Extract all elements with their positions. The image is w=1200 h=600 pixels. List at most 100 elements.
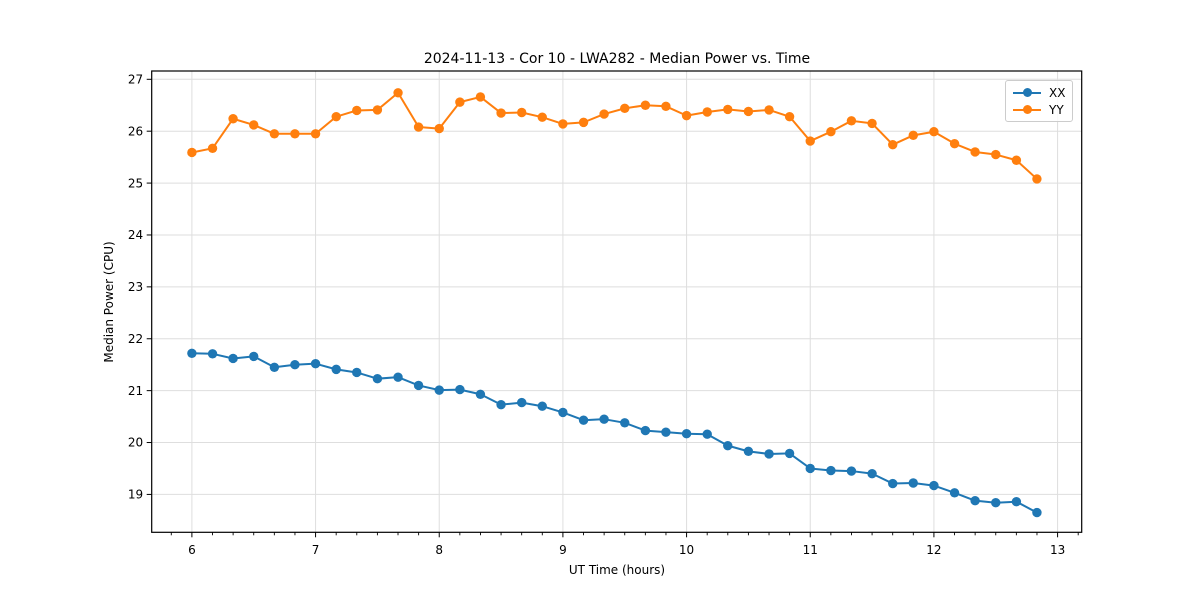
data-point-yy bbox=[496, 108, 506, 118]
data-point-yy bbox=[867, 118, 877, 129]
data-point-yy bbox=[269, 129, 280, 139]
data-point-yy bbox=[743, 106, 754, 117]
data-point-yy bbox=[352, 105, 362, 116]
x-tick-label: 12 bbox=[926, 543, 941, 557]
legend: XX YY bbox=[1005, 80, 1073, 122]
data-point-xx bbox=[867, 468, 877, 479]
legend-sample-yy-icon bbox=[1013, 104, 1041, 115]
data-point-yy bbox=[455, 97, 465, 107]
legend-item-xx: XX bbox=[1013, 85, 1066, 100]
data-point-xx bbox=[743, 446, 754, 457]
data-point-yy bbox=[846, 116, 857, 126]
data-point-xx bbox=[269, 362, 280, 372]
data-point-xx bbox=[496, 399, 506, 410]
data-point-xx bbox=[949, 488, 960, 498]
data-point-xx bbox=[661, 427, 671, 437]
x-axis-label: UT Time (hours) bbox=[568, 563, 666, 577]
data-point-yy bbox=[599, 109, 609, 119]
data-point-yy bbox=[702, 107, 712, 117]
data-point-xx bbox=[1011, 496, 1022, 507]
y-tick-label: 19 bbox=[128, 488, 143, 502]
y-axis-label: Median Power (CPU) bbox=[102, 241, 116, 363]
data-point-xx bbox=[310, 358, 321, 369]
data-point-yy bbox=[640, 100, 651, 110]
data-point-xx bbox=[228, 353, 238, 364]
legend-label-yy: YY bbox=[1049, 102, 1064, 117]
y-tick-label: 27 bbox=[128, 73, 143, 87]
data-point-xx bbox=[331, 364, 341, 375]
y-tick-label: 23 bbox=[128, 280, 143, 294]
data-point-yy bbox=[310, 129, 321, 139]
data-point-yy bbox=[970, 147, 980, 157]
data-point-xx bbox=[187, 348, 197, 358]
data-point-xx bbox=[640, 425, 651, 436]
data-point-xx bbox=[352, 367, 362, 378]
data-point-yy bbox=[1011, 155, 1022, 165]
data-point-yy bbox=[764, 105, 774, 115]
data-point-yy bbox=[661, 101, 671, 111]
data-point-yy bbox=[207, 143, 218, 154]
data-point-xx bbox=[888, 478, 898, 489]
data-point-xx bbox=[620, 418, 630, 428]
data-point-xx bbox=[372, 374, 383, 384]
data-point-xx bbox=[681, 429, 692, 439]
chart-title: 2024-11-13 - Cor 10 - LWA282 - Median Po… bbox=[423, 51, 811, 67]
data-point-yy bbox=[784, 111, 795, 122]
data-point-xx bbox=[805, 463, 815, 474]
x-tick-label: 6 bbox=[188, 543, 196, 557]
x-tick-label: 8 bbox=[435, 543, 443, 557]
data-point-yy bbox=[475, 92, 486, 102]
data-point-yy bbox=[1032, 174, 1042, 184]
data-point-yy bbox=[434, 123, 444, 134]
data-point-xx bbox=[578, 415, 589, 425]
data-point-xx bbox=[846, 466, 857, 476]
data-point-xx bbox=[290, 360, 300, 370]
data-point-yy bbox=[578, 117, 589, 128]
x-tick-label: 10 bbox=[679, 543, 694, 557]
data-point-xx bbox=[991, 498, 1001, 508]
x-tick-label: 7 bbox=[312, 543, 320, 557]
x-tick-label: 13 bbox=[1050, 543, 1065, 557]
data-point-yy bbox=[249, 120, 259, 130]
plot-border bbox=[151, 70, 1083, 533]
data-point-xx bbox=[764, 449, 774, 459]
data-point-xx bbox=[784, 448, 795, 459]
data-point-yy bbox=[290, 129, 300, 139]
data-point-xx bbox=[207, 349, 218, 359]
data-point-yy bbox=[393, 88, 403, 98]
y-tick-label: 21 bbox=[128, 384, 143, 398]
data-point-yy bbox=[187, 147, 197, 158]
data-point-xx bbox=[393, 372, 403, 382]
data-point-yy bbox=[413, 122, 424, 132]
data-point-xx bbox=[929, 480, 939, 491]
data-point-yy bbox=[681, 110, 692, 121]
data-point-xx bbox=[413, 380, 424, 391]
data-point-yy bbox=[517, 107, 527, 118]
data-point-xx bbox=[558, 407, 568, 418]
data-point-xx bbox=[537, 401, 547, 411]
data-point-xx bbox=[249, 351, 259, 362]
data-point-yy bbox=[537, 112, 547, 122]
data-point-xx bbox=[1032, 507, 1042, 518]
legend-item-yy: YY bbox=[1013, 102, 1066, 117]
data-point-yy bbox=[991, 149, 1001, 160]
data-point-xx bbox=[970, 495, 980, 506]
data-point-xx bbox=[455, 384, 465, 395]
data-point-yy bbox=[826, 127, 836, 137]
data-point-yy bbox=[331, 111, 341, 122]
data-point-xx bbox=[702, 429, 712, 439]
data-point-yy bbox=[228, 114, 238, 124]
data-point-yy bbox=[723, 104, 733, 115]
data-point-yy bbox=[929, 127, 939, 137]
y-tick-label: 24 bbox=[128, 228, 143, 242]
y-tick-label: 26 bbox=[128, 124, 143, 138]
y-tick-label: 25 bbox=[128, 176, 143, 190]
data-point-xx bbox=[475, 389, 486, 399]
legend-label-xx: XX bbox=[1049, 85, 1066, 100]
data-point-yy bbox=[888, 139, 898, 150]
data-point-xx bbox=[826, 465, 836, 476]
data-point-yy bbox=[805, 136, 815, 146]
legend-sample-xx-icon bbox=[1013, 87, 1041, 98]
x-tick-label: 9 bbox=[559, 543, 567, 557]
